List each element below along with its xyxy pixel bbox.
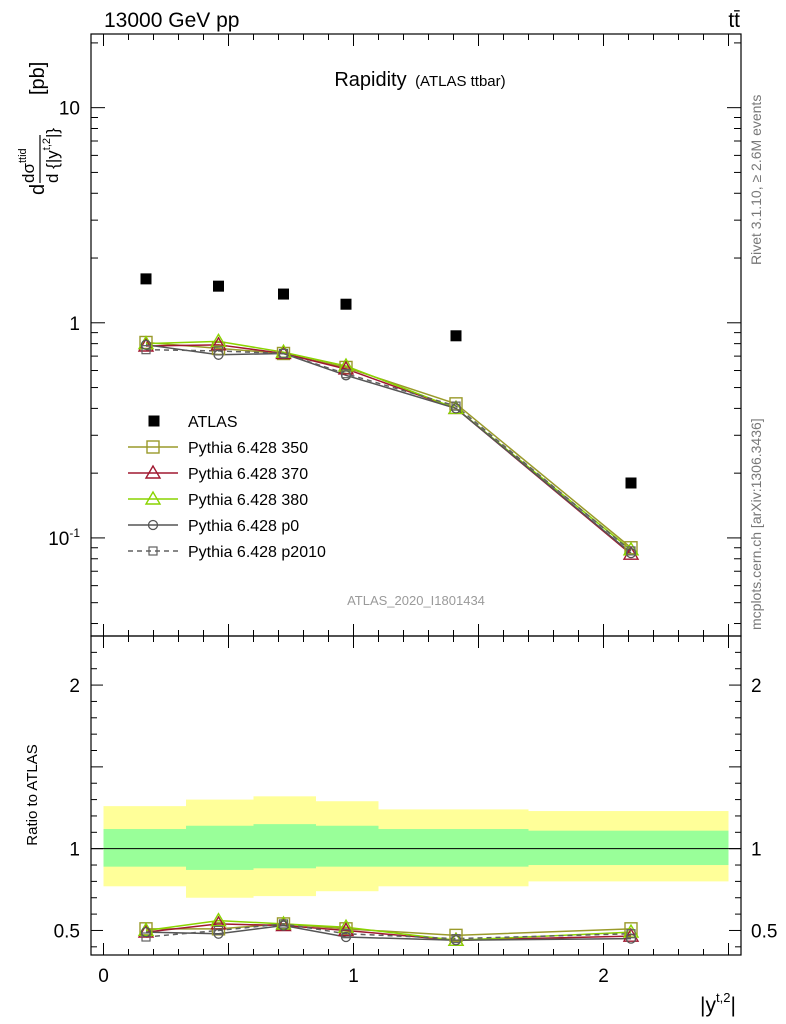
ratio-series-point xyxy=(278,919,289,929)
legend-atlas-marker xyxy=(148,415,160,427)
legend-label: ATLAS xyxy=(188,414,238,431)
ratio-series-point xyxy=(141,932,151,942)
ratio-series-point xyxy=(625,933,637,944)
main-series-line xyxy=(145,348,632,552)
main-series-point xyxy=(141,345,151,355)
band-inner-3 xyxy=(316,825,379,867)
y-tick-label: 1 xyxy=(69,314,80,335)
x-tick-label: 2 xyxy=(598,966,609,987)
band-inner-2 xyxy=(253,824,316,869)
x-tick-label: 1 xyxy=(348,966,359,987)
main-series-point xyxy=(626,546,636,556)
plot-title: Rapidity (ATLAS ttbar) xyxy=(334,69,505,91)
ratio-series-point xyxy=(213,925,224,936)
atlas-point xyxy=(450,330,462,342)
ratio-series-point xyxy=(626,929,636,939)
legend-marker xyxy=(148,546,158,556)
analysis-id: ATLAS_2020_I1801434 xyxy=(347,593,485,608)
x-tick-label: 0 xyxy=(98,966,109,987)
series-lines xyxy=(145,340,632,942)
plot-title-sub: (ATLAS ttbar) xyxy=(415,73,506,90)
ratio-series-line xyxy=(146,923,632,937)
ratio-series-point xyxy=(210,912,227,927)
ratio-y-tick-label: 2 xyxy=(69,676,80,697)
band-inner-0 xyxy=(103,829,186,867)
main-series-point xyxy=(337,360,355,375)
ratio-series-point xyxy=(341,929,351,939)
main-series-point xyxy=(451,401,461,411)
ratio-uncertainty-bands xyxy=(91,796,741,898)
main-series-point xyxy=(137,337,155,352)
band-inner-4 xyxy=(378,829,529,867)
atlas-point xyxy=(340,298,352,310)
legend-label: Pythia 6.428 380 xyxy=(188,492,308,509)
ratio-y-tick-label: 1 xyxy=(69,840,80,861)
legend: ATLAS Pythia 6.428 350 Pythia 6.428 370 Pyt… xyxy=(128,414,326,561)
axis-ticks: 0 1 2 10-1 1 10 0.5 0.5 1 1 2 2 xyxy=(48,34,777,987)
legend-marker xyxy=(144,490,162,505)
data-markers xyxy=(137,273,640,946)
ratio-series-point xyxy=(624,922,638,936)
header-process: 13000 GeV pp xyxy=(104,9,239,32)
legend-label: Pythia 6.428 p0 xyxy=(188,518,299,535)
ylabel-unit: [pb] xyxy=(27,62,49,95)
ratio-y-tick-label-right: 0.5 xyxy=(751,921,777,942)
y-tick-label: 10 xyxy=(59,99,80,120)
ylabel-denominator: d {|yt,2|} xyxy=(41,128,62,183)
ratio-y-axis-label: Ratio to ATLAS xyxy=(24,744,41,845)
atlas-point xyxy=(625,477,637,489)
ratio-series-point xyxy=(451,934,461,944)
ratio-series-point xyxy=(449,928,463,943)
legend-label: Pythia 6.428 370 xyxy=(188,466,308,483)
ratio-y-tick-label-right: 1 xyxy=(751,840,762,861)
legend-label: Pythia 6.428 p2010 xyxy=(188,544,326,561)
svg-text:d: d xyxy=(27,184,49,195)
y-tick-label: 10-1 xyxy=(48,526,80,550)
main-series-point xyxy=(213,346,224,356)
ratio-y-tick-label: 0.5 xyxy=(54,921,80,942)
x-axis-label: |yt,2| xyxy=(700,990,736,1017)
ratio-series-line xyxy=(145,919,632,942)
atlas-point xyxy=(213,280,224,292)
main-y-axis-label: d dσttid d {|yt,2|} [pb] xyxy=(17,62,62,195)
ratio-series-point xyxy=(140,926,152,938)
band-inner-5 xyxy=(528,830,729,866)
ratio-y-tick-label-right: 2 xyxy=(751,676,762,697)
legend-marker xyxy=(147,519,159,531)
main-series-point xyxy=(278,348,289,359)
plot-frames xyxy=(90,33,742,956)
ratio-series-line xyxy=(145,924,632,942)
band-inner-1 xyxy=(186,825,254,870)
header-final-state: tt̄ xyxy=(728,9,740,32)
rivet-version-label: Rivet 3.1.10, ≥ 2.6M events xyxy=(748,95,764,265)
legend-marker xyxy=(144,464,162,479)
ylabel-numerator: dσttid xyxy=(17,148,38,183)
mcplots-label: mcplots.cern.ch [arXiv:1306.3436] xyxy=(748,418,764,630)
ratio-panel-frame xyxy=(90,635,742,956)
atlas-point xyxy=(278,288,289,300)
ylabel-d: d xyxy=(27,184,49,195)
plot-title-main: Rapidity xyxy=(334,69,406,91)
atlas-point xyxy=(140,273,152,285)
main-series-point xyxy=(140,339,152,350)
legend-label: Pythia 6.428 350 xyxy=(188,440,308,457)
main-series-point xyxy=(341,369,351,379)
main-series-line xyxy=(145,344,632,554)
legend-marker xyxy=(146,440,160,454)
